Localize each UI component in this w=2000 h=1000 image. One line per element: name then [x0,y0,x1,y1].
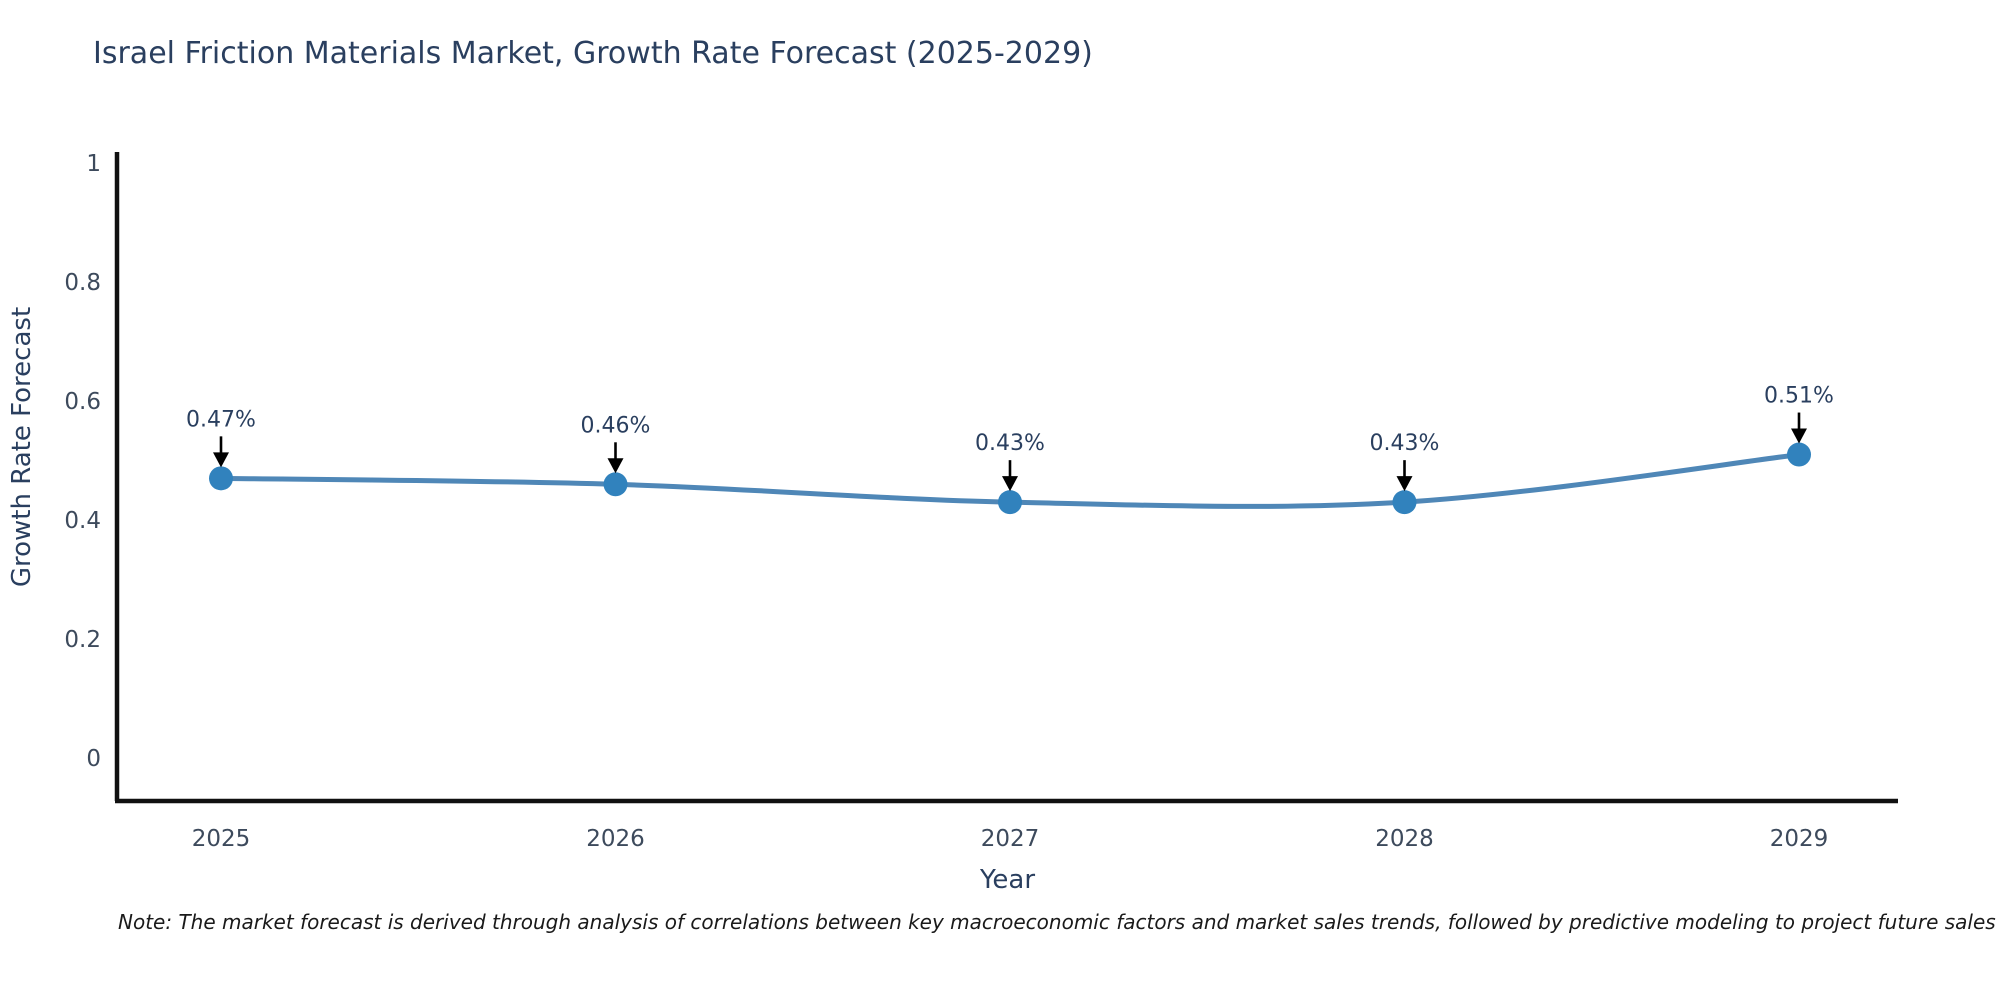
annotation-arrowhead-icon [1396,476,1413,492]
y-tick-label: 0.8 [64,270,101,296]
x-axis-title: Year [979,865,1035,895]
data-point-marker [1787,442,1811,467]
point-annotation: 0.43% [1370,431,1440,456]
data-point-marker [998,490,1022,515]
point-annotation: 0.43% [975,431,1045,456]
annotation-arrowhead-icon [1791,428,1807,444]
chart-title: Israel Friction Materials Market, Growth… [93,36,1093,71]
y-tick-label: 1 [86,151,101,177]
point-annotation: 0.51% [1764,384,1834,409]
x-tick-label: 2027 [981,826,1040,852]
y-tick-label: 0.6 [64,389,101,415]
y-tick-label: 0.4 [64,508,101,534]
y-axis-title: Growth Rate Forecast [7,307,37,587]
x-tick-label: 2026 [586,826,645,852]
annotation-arrowhead-icon [1002,476,1018,492]
y-tick-label: 0 [86,746,101,772]
point-annotation: 0.46% [581,413,651,438]
data-point-marker [603,472,628,497]
point-annotation: 0.47% [186,407,256,432]
annotation-arrowhead-icon [213,452,229,468]
data-point-marker [209,466,233,491]
chart-footnote: Note: The market forecast is derived thr… [118,910,1996,934]
x-tick-label: 2028 [1375,826,1434,852]
x-tick-label: 2025 [192,826,251,852]
x-tick-label: 2029 [1770,826,1829,852]
y-tick-label: 0.2 [64,627,101,653]
data-point-marker [1392,490,1417,515]
annotation-arrowhead-icon [607,458,624,474]
